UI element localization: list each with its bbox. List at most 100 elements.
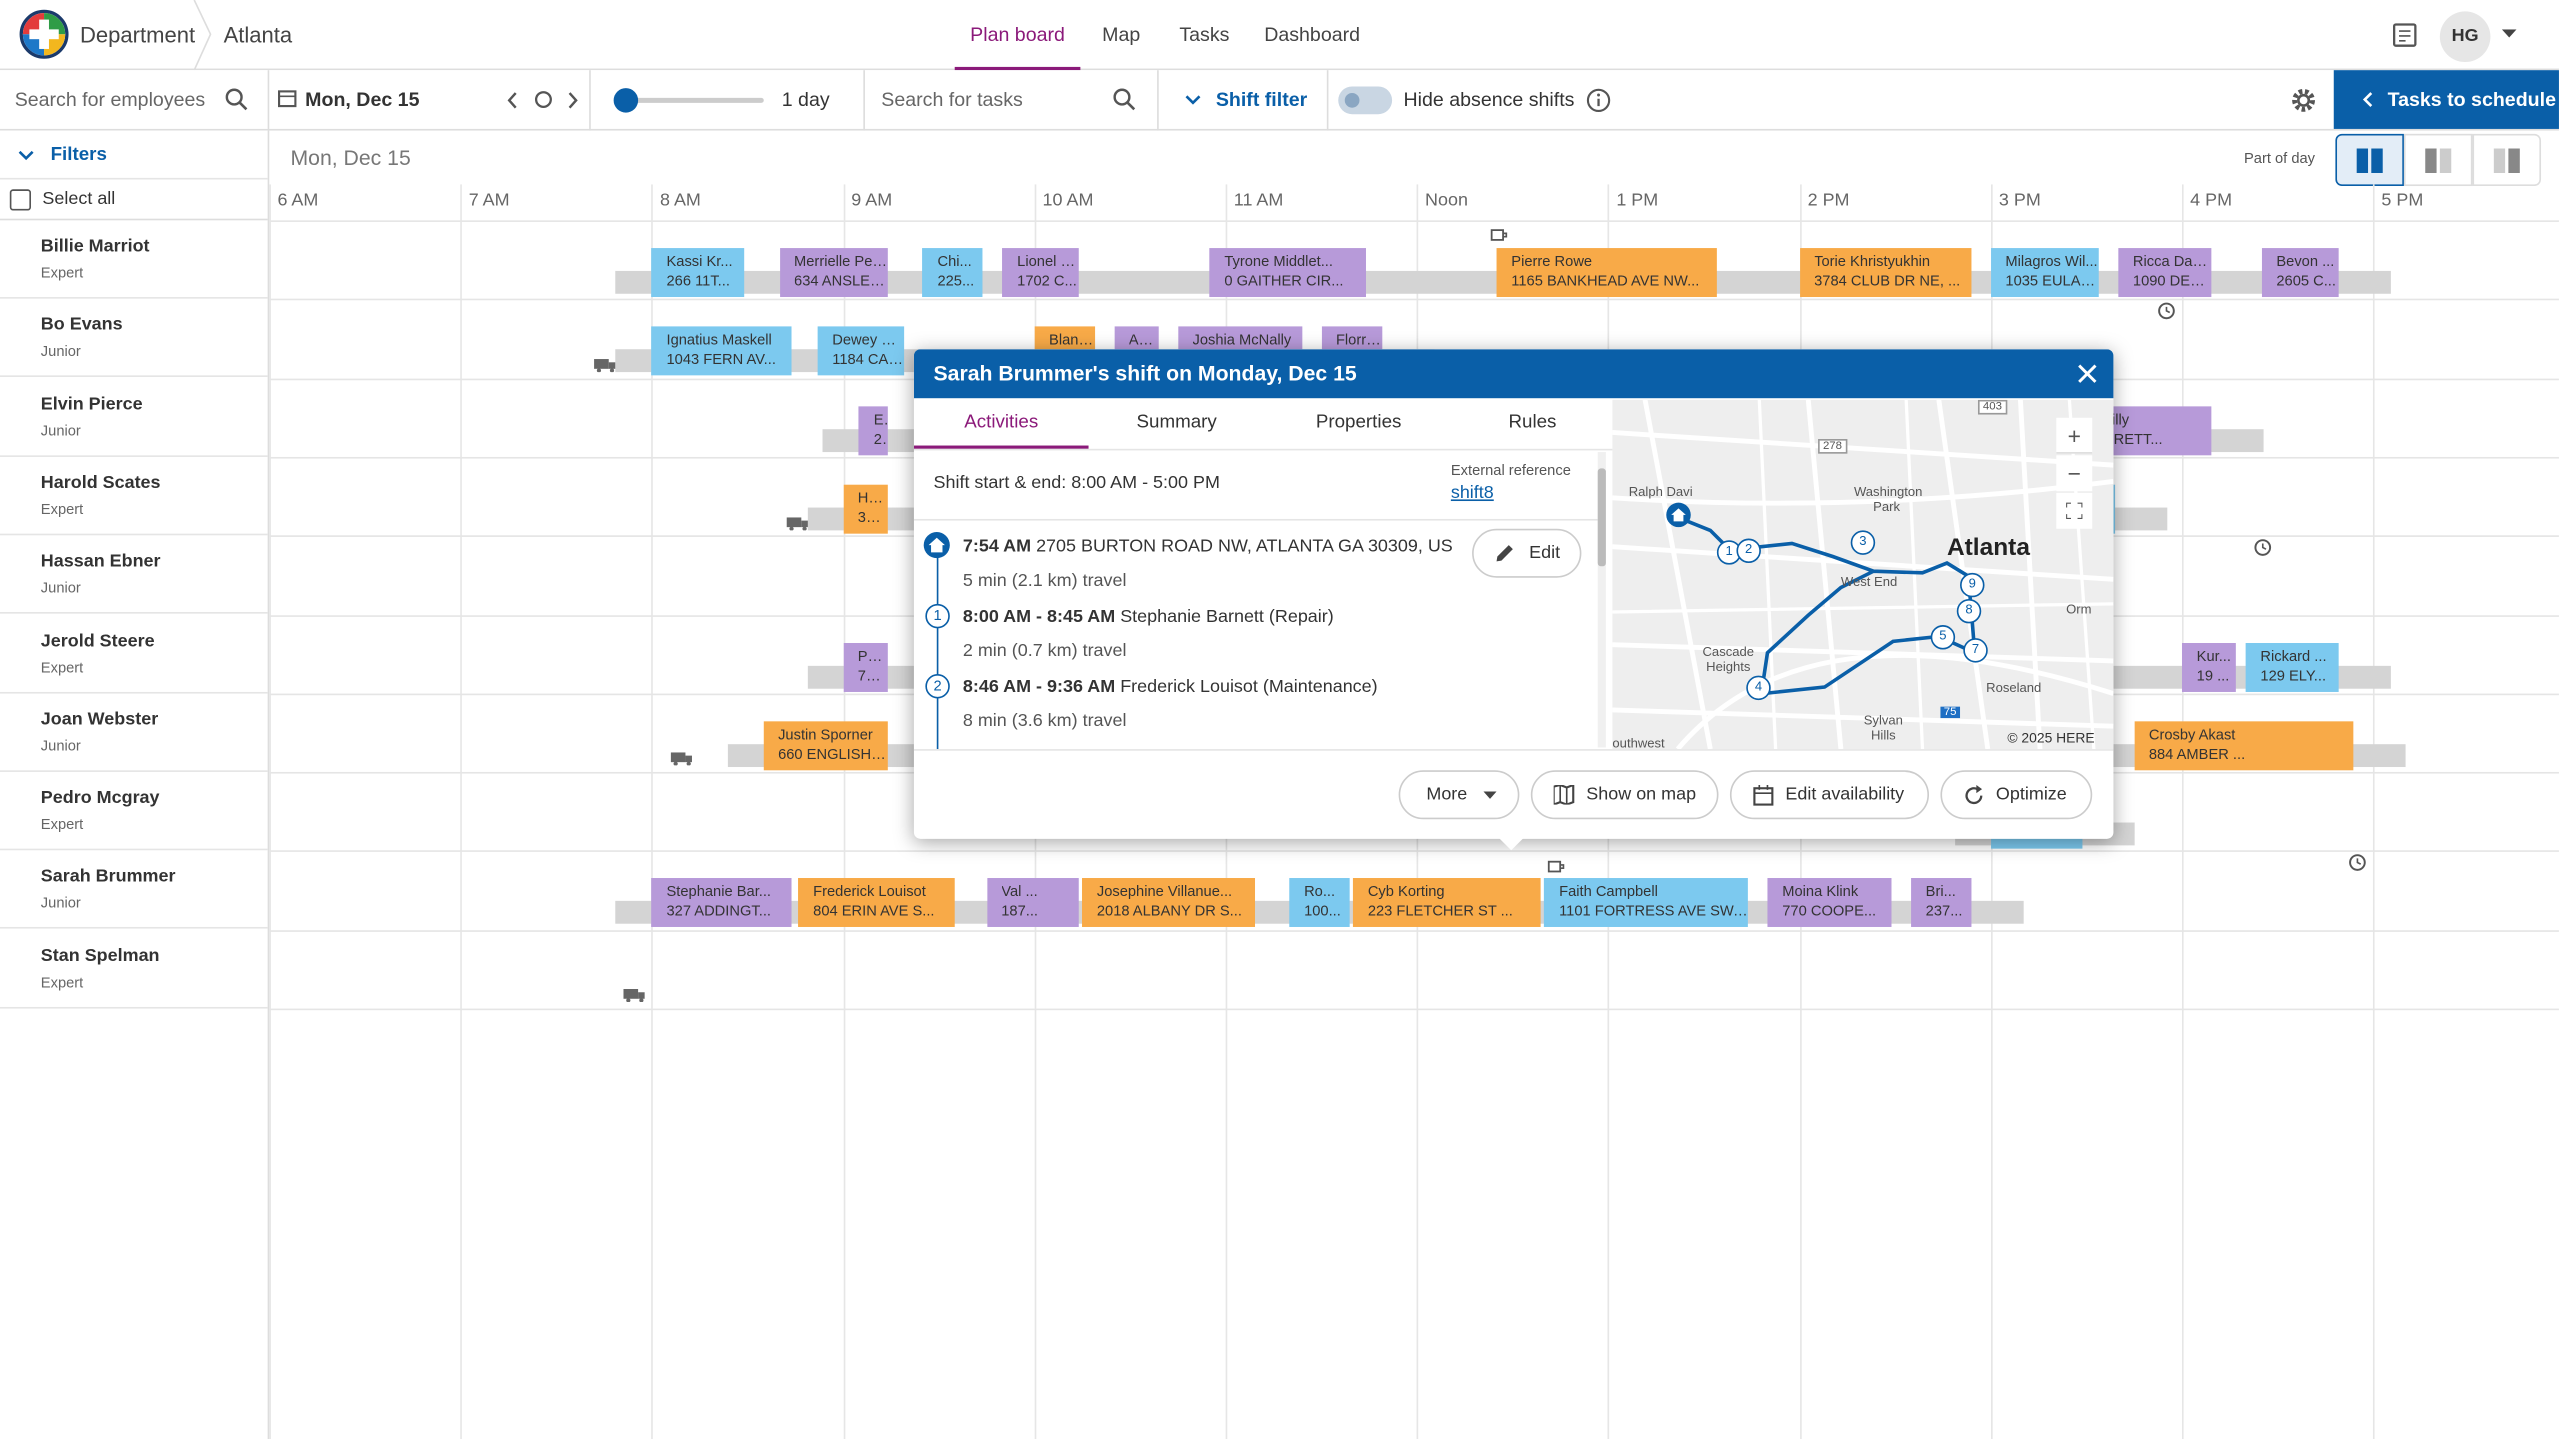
task-card[interactable]: Ricca Davidy 1090 DECKN... xyxy=(2118,248,2211,298)
task-card[interactable]: Ignatius Maskell 1043 FERN AV... xyxy=(651,326,792,376)
date-picker[interactable]: Mon, Dec 15 xyxy=(305,88,420,111)
fullscreen-button[interactable] xyxy=(2056,492,2093,529)
search-icon[interactable] xyxy=(225,88,248,111)
task-card[interactable]: Cyb Korting 223 FLETCHER ST ... xyxy=(1353,878,1542,928)
app-logo-icon[interactable] xyxy=(19,9,69,59)
map-pin[interactable]: 8 xyxy=(1956,598,1982,624)
activity-item[interactable]: 8:46 AM - 9:36 AM Frederick Louisot (Mai… xyxy=(963,677,1378,697)
employee-row[interactable]: Bo Evans Junior xyxy=(0,299,268,378)
nav-map[interactable]: Map xyxy=(1102,22,1141,46)
map-city-label: Atlanta xyxy=(1946,533,2030,562)
task-card[interactable]: Torie Khristyukhin 3784 CLUB DR NE, ... xyxy=(1799,248,1972,298)
task-card[interactable]: Bri... 237... xyxy=(1910,878,1972,928)
notes-icon[interactable] xyxy=(2393,23,2417,47)
optimize-button[interactable]: Optimize xyxy=(1940,770,2093,820)
task-search-input[interactable]: Search for tasks xyxy=(881,88,1023,111)
nav-plan-board[interactable]: Plan board xyxy=(954,0,1081,71)
today-icon[interactable] xyxy=(534,90,554,110)
task-card[interactable]: Moina Klink 770 COOPE... xyxy=(1767,878,1892,928)
task-card[interactable]: Pierre Rowe 1165 BANKHEAD AVE NW... xyxy=(1496,248,1717,298)
tasks-to-schedule-button[interactable]: Tasks to schedule xyxy=(2333,70,2559,129)
search-icon[interactable] xyxy=(1113,88,1136,111)
employee-row[interactable]: Stan Spelman Expert xyxy=(0,930,268,1009)
map-pin[interactable]: 7 xyxy=(1963,638,1988,663)
employee-row[interactable]: Pedro Mcgray Expert xyxy=(0,772,268,851)
range-slider-handle[interactable] xyxy=(613,88,639,113)
task-card[interactable]: Josephine Villanue... 2018 ALBANY DR S... xyxy=(1082,878,1255,928)
activity-home[interactable]: 7:54 AM 2705 BURTON ROAD NW, ATLANTA GA … xyxy=(963,537,1453,557)
zoom-out-button[interactable]: − xyxy=(2056,455,2093,492)
employee-row[interactable]: Sarah Brummer Junior xyxy=(0,851,268,930)
avatar[interactable]: HG xyxy=(2439,11,2491,63)
show-on-map-button[interactable]: Show on map xyxy=(1530,770,1719,820)
filters-toggle[interactable]: Filters xyxy=(0,131,268,180)
view-full-day-button[interactable] xyxy=(2335,133,2404,187)
task-card[interactable]: Pauline 700 FIN xyxy=(843,642,888,692)
employee-row[interactable]: Billie Marriot Expert xyxy=(0,220,268,299)
edit-button[interactable]: Edit xyxy=(1472,528,1582,578)
task-card[interactable]: Ro... 100... xyxy=(1289,878,1350,928)
view-afternoon-button[interactable] xyxy=(2472,133,2542,187)
zoom-in-button[interactable]: + xyxy=(2056,417,2093,454)
hide-absence-toggle[interactable] xyxy=(1338,86,1393,115)
tab-activities[interactable]: Activities xyxy=(913,398,1089,449)
breadcrumb-department[interactable]: Department xyxy=(79,22,196,48)
close-icon[interactable] xyxy=(2078,364,2098,384)
gear-icon[interactable] xyxy=(2290,86,2318,114)
task-card[interactable]: Rickard ... 129 ELY... xyxy=(2245,642,2339,692)
info-icon[interactable] xyxy=(1586,88,1611,113)
select-all-row[interactable]: Select all xyxy=(0,181,268,221)
map-pin[interactable]: 4 xyxy=(1746,675,1771,701)
task-card[interactable]: Dewey Barrera 1184 CAPITO... xyxy=(817,326,904,376)
nav-tasks[interactable]: Tasks xyxy=(1179,22,1230,46)
activity-item[interactable]: 8:00 AM - 8:45 AM Stephanie Barnett (Rep… xyxy=(963,607,1334,627)
task-card[interactable]: Justin Sporner 660 ENGLISH AVE xyxy=(763,721,888,770)
task-card[interactable]: Merrielle Pet... 634 ANSLEY... xyxy=(779,248,888,298)
edit-availability-button[interactable]: Edit availability xyxy=(1729,770,1930,820)
task-card[interactable]: Faith Campbell 1101 FORTRESS AVE SW, AT..… xyxy=(1544,878,1749,928)
select-all-checkbox[interactable] xyxy=(9,189,32,211)
range-slider-track[interactable] xyxy=(620,97,764,103)
employee-row[interactable]: Elvin Pierce Junior xyxy=(0,378,268,457)
task-card[interactable]: Kur... 19 ... xyxy=(2181,642,2237,692)
task-card[interactable]: Kassi Kr... 266 11T... xyxy=(651,248,745,298)
shift-filter-button[interactable]: Shift filter xyxy=(1215,88,1308,111)
tab-properties[interactable]: Properties xyxy=(1315,412,1402,433)
tab-summary[interactable]: Summary xyxy=(1136,412,1217,433)
chevron-right-icon[interactable] xyxy=(566,91,579,109)
employee-row[interactable]: Joan Webster Junior xyxy=(0,693,268,772)
route-map[interactable]: Ralph Davi Washington Park West End Casc… xyxy=(1612,399,2114,750)
more-label: More xyxy=(1426,784,1468,805)
tab-rules[interactable]: Rules xyxy=(1508,412,1557,433)
more-button[interactable]: More xyxy=(1398,770,1520,820)
chevron-down-icon[interactable] xyxy=(1185,95,1201,106)
task-card[interactable]: Tyrone Middlet... 0 GAITHER CIR... xyxy=(1209,248,1366,298)
task-card[interactable]: Chi... 225... xyxy=(922,248,984,298)
task-card[interactable]: Frederick Louisot 804 ERIN AVE S... xyxy=(798,878,955,928)
task-card[interactable]: Milagros Wil... 1035 EULAL... xyxy=(1990,248,2100,298)
task-card[interactable]: Val ... 187... xyxy=(986,878,1079,928)
calendar-icon[interactable] xyxy=(277,88,297,108)
task-card[interactable]: Crosby Akast 884 AMBER ... xyxy=(2134,721,2355,770)
breadcrumb-location[interactable]: Atlanta xyxy=(223,22,293,48)
employee-row[interactable]: Hassan Ebner Junior xyxy=(0,536,268,614)
chevron-left-icon[interactable] xyxy=(506,91,519,109)
map-pin[interactable]: 5 xyxy=(1930,625,1956,650)
map-pin[interactable]: 9 xyxy=(1960,572,1985,598)
task-card[interactable]: Stephanie Bar... 327 ADDINGT... xyxy=(651,878,792,928)
employee-search-input[interactable]: Search for employees xyxy=(14,88,206,111)
task-card[interactable]: Homero 395 EL... xyxy=(843,484,888,534)
task-card[interactable]: Bevon ... 2605 C... xyxy=(2261,248,2339,298)
nav-dashboard[interactable]: Dashboard xyxy=(1264,22,1361,46)
task-card[interactable]: Lionel B... 1702 C... xyxy=(1002,248,1079,298)
activities-scrollbar[interactable] xyxy=(1597,452,1606,748)
view-morning-button[interactable] xyxy=(2403,133,2473,187)
task-card[interactable]: Eben 273 xyxy=(859,405,888,455)
map-home-pin[interactable] xyxy=(1666,502,1691,528)
map-pin[interactable]: 3 xyxy=(1850,530,1876,555)
chevron-down-icon[interactable] xyxy=(2501,29,2517,39)
external-reference-link[interactable]: shift8 xyxy=(1450,483,1494,503)
employee-row[interactable]: Jerold Steere Expert xyxy=(0,614,268,693)
employee-row[interactable]: Harold Scates Expert xyxy=(0,457,268,536)
map-pin[interactable]: 2 xyxy=(1736,538,1761,564)
